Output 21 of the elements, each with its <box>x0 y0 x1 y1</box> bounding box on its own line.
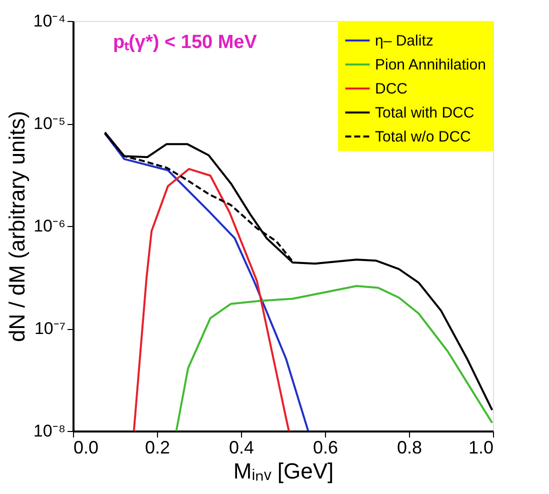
y-tick-label: 10⁻⁸ <box>33 422 66 440</box>
legend-label: Total with DCC <box>375 104 474 122</box>
x-tick-label: 1.0 <box>468 438 494 458</box>
y-tick-label: 10⁻⁴ <box>33 12 66 30</box>
annotation: pₜ(γ*) < 150 MeV <box>113 32 258 53</box>
x-tick-label: 0.4 <box>228 438 254 458</box>
y-tick-label: 10⁻⁶ <box>34 216 66 236</box>
y-axis-title: dN / dM (arbitrary units) <box>4 110 30 342</box>
x-tick-label: 0.0 <box>74 438 99 458</box>
x-axis-title: Mᵢₙᵥ [GeV] <box>233 458 334 484</box>
legend-label: DCC <box>375 80 408 98</box>
x-tick-label: 0.2 <box>144 438 170 458</box>
y-tick-label: 10⁻⁷ <box>34 319 66 338</box>
legend-label: η– Dalitz <box>375 32 434 50</box>
line-series <box>132 168 290 431</box>
line-series <box>175 284 493 431</box>
x-tick-label: 0.8 <box>396 438 422 458</box>
legend-label: Total w/o DCC <box>375 128 472 146</box>
x-tick-label: 0.6 <box>312 438 338 458</box>
y-tick-label: 10⁻⁵ <box>34 114 66 133</box>
legend-label: Pion Annihilation <box>375 56 486 74</box>
